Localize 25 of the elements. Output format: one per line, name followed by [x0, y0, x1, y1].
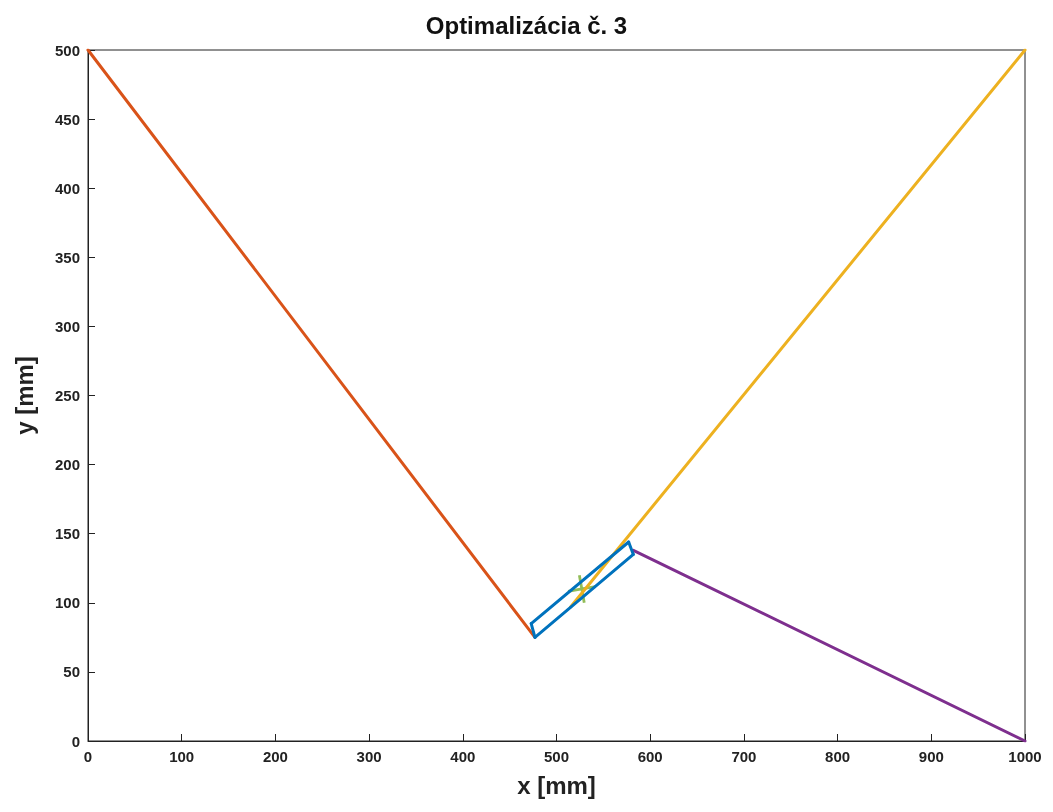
x-tick-label: 1000	[1008, 748, 1042, 765]
y-tick-label: 500	[54, 41, 80, 59]
y-tick-label: 300	[54, 317, 80, 335]
x-tick-label: 700	[731, 748, 757, 765]
y-tick-label: 200	[54, 456, 80, 474]
x-tick-label: 100	[169, 748, 195, 765]
x-tick-label: 500	[543, 748, 570, 765]
x-tick-label: 400	[450, 748, 476, 765]
x-axis-title: x [mm]	[517, 771, 596, 799]
x-tick-label: 900	[918, 748, 944, 765]
x-tick-label: 200	[262, 748, 288, 765]
y-tick-label: 150	[54, 525, 80, 543]
x-tick-label: 600	[637, 748, 663, 765]
y-tick-label: 0	[71, 732, 80, 750]
y-axis-title: y [mm]	[10, 356, 38, 435]
chart-title: Optimalizácia č. 3	[425, 11, 628, 39]
y-tick-label: 400	[54, 179, 80, 197]
y-tick-label: 350	[54, 248, 80, 266]
x-tick-label: 300	[356, 748, 382, 765]
x-tick-label: 0	[83, 748, 93, 765]
y-tick-label: 450	[54, 110, 80, 128]
y-tick-label: 250	[54, 387, 80, 404]
y-tick-label: 50	[63, 663, 80, 681]
y-tick-label: 100	[54, 594, 80, 612]
x-tick-label: 800	[825, 748, 851, 765]
